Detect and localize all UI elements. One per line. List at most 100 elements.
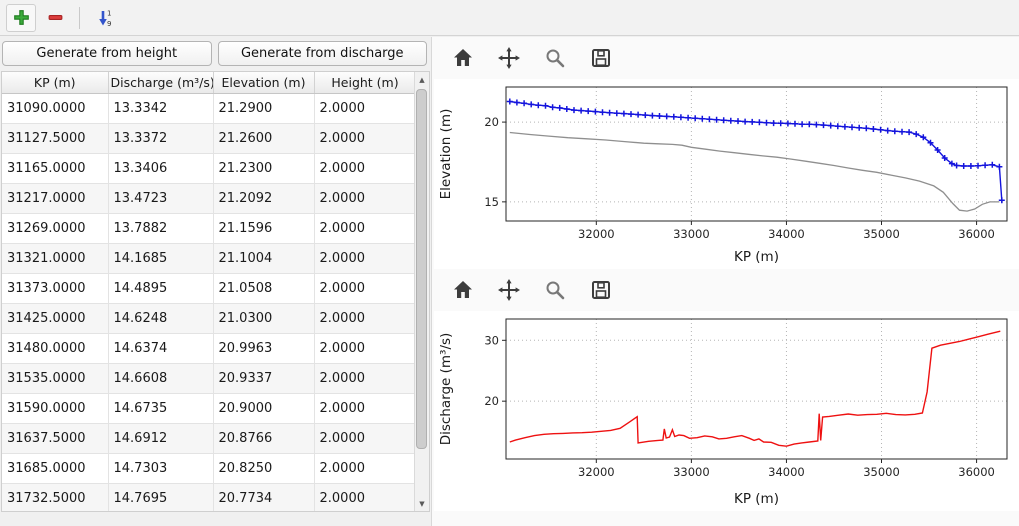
sort-numeric-down-icon: 1 9 [99, 9, 111, 27]
table-cell[interactable]: 31590.0000 [2, 393, 109, 424]
table-cell[interactable]: 14.6248 [108, 303, 214, 334]
svg-text:32000: 32000 [578, 465, 615, 479]
main-toolbar: 1 9 [0, 0, 1019, 36]
table-cell[interactable]: 14.4895 [108, 273, 214, 304]
table-cell[interactable]: 20.7734 [213, 483, 315, 511]
column-header[interactable]: Discharge (m³/s) [108, 72, 214, 94]
svg-text:35000: 35000 [863, 465, 900, 479]
svg-text:34000: 34000 [768, 227, 805, 241]
save-button[interactable] [586, 43, 616, 73]
table-row: 31732.5000 14.7695 20.7734 2.0000 [2, 483, 417, 511]
table-cell[interactable]: 14.1685 [108, 243, 214, 274]
table-cell[interactable]: 31217.0000 [2, 183, 109, 214]
table-cell[interactable]: 2.0000 [314, 153, 417, 184]
table-cell[interactable]: 2.0000 [314, 183, 417, 214]
discharge-chart-canvas[interactable]: 32000 33000 34000 35000 36000 20 30 KP (m) Disch… [434, 311, 1019, 511]
table-cell[interactable]: 2.0000 [314, 303, 417, 334]
magnifier-icon [546, 281, 565, 300]
table-scrollbar[interactable]: ▲ ▼ [414, 72, 429, 511]
save-floppy-icon [592, 281, 610, 299]
table-cell[interactable]: 31535.0000 [2, 363, 109, 394]
table-cell[interactable]: 14.6912 [108, 423, 214, 454]
table-cell[interactable]: 2.0000 [314, 393, 417, 424]
table-cell[interactable]: 14.6608 [108, 363, 214, 394]
pan-button[interactable] [494, 275, 524, 305]
table-cell[interactable]: 2.0000 [314, 243, 417, 274]
table-cell[interactable]: 13.3406 [108, 153, 214, 184]
save-button[interactable] [586, 275, 616, 305]
svg-text:35000: 35000 [863, 227, 900, 241]
pan-button[interactable] [494, 43, 524, 73]
home-icon [454, 49, 472, 66]
table-cell[interactable]: 21.0508 [213, 273, 315, 304]
table-cell[interactable]: 21.0300 [213, 303, 315, 334]
table-cell[interactable]: 20.8250 [213, 453, 315, 484]
table-cell[interactable]: 31425.0000 [2, 303, 109, 334]
table-cell[interactable]: 13.3342 [108, 93, 214, 124]
table-cell[interactable]: 14.6374 [108, 333, 214, 364]
table-cell[interactable]: 31321.0000 [2, 243, 109, 274]
svg-text:9: 9 [107, 20, 111, 27]
scroll-down-button[interactable]: ▼ [419, 499, 425, 508]
table-cell[interactable]: 21.2300 [213, 153, 315, 184]
table-cell[interactable]: 2.0000 [314, 333, 417, 364]
table-cell[interactable]: 13.7882 [108, 213, 214, 244]
remove-row-button[interactable] [40, 4, 70, 32]
table-cell[interactable]: 2.0000 [314, 423, 417, 454]
table-cell[interactable]: 2.0000 [314, 453, 417, 484]
table-cell[interactable]: 31637.5000 [2, 423, 109, 454]
scroll-up-button[interactable]: ▲ [419, 75, 425, 84]
column-header[interactable]: Height (m) [314, 72, 417, 94]
table-cell[interactable]: 31480.0000 [2, 333, 109, 364]
table-cell[interactable]: 31165.0000 [2, 153, 109, 184]
table-cell[interactable]: 2.0000 [314, 363, 417, 394]
home-button[interactable] [448, 275, 478, 305]
table-row: 31269.0000 13.7882 21.1596 2.0000 [2, 213, 417, 244]
generate-from-discharge-button[interactable]: Generate from discharge [217, 41, 427, 66]
column-header[interactable]: Elevation (m) [213, 72, 315, 94]
table-cell[interactable]: 2.0000 [314, 483, 417, 511]
table-cell[interactable]: 2.0000 [314, 273, 417, 304]
svg-text:36000: 36000 [958, 227, 995, 241]
table-cell[interactable]: 31732.5000 [2, 483, 109, 511]
table-cell[interactable]: 20.9337 [213, 363, 315, 394]
table-cell[interactable]: 20.8766 [213, 423, 315, 454]
table-cell[interactable]: 21.2600 [213, 123, 315, 154]
table: KP (m) Discharge (m³/s) Elevation (m) Heigh… [2, 72, 417, 511]
zoom-button[interactable] [540, 43, 570, 73]
table-cell[interactable]: 14.6735 [108, 393, 214, 424]
table-cell[interactable]: 13.3372 [108, 123, 214, 154]
sort-rows-button[interactable]: 1 9 [89, 4, 119, 32]
table-cell[interactable]: 31685.0000 [2, 453, 109, 484]
elevation-chart-panel: 32000 33000 34000 35000 36000 15 20 KP (m) Eleva… [432, 37, 1019, 269]
table-cell[interactable]: 21.1004 [213, 243, 315, 274]
table-cell[interactable]: 21.1596 [213, 213, 315, 244]
table-cell[interactable]: 20.9000 [213, 393, 315, 424]
table-cell[interactable]: 21.2900 [213, 93, 315, 124]
table-cell[interactable]: 31373.0000 [2, 273, 109, 304]
table-row: 31637.5000 14.6912 20.8766 2.0000 [2, 423, 417, 454]
save-floppy-icon [592, 49, 610, 67]
table-cell[interactable]: 31090.0000 [2, 93, 109, 124]
table-cell[interactable]: 14.7303 [108, 453, 214, 484]
scrollbar-handle[interactable] [416, 89, 427, 449]
zoom-button[interactable] [540, 275, 570, 305]
table-cell[interactable]: 31269.0000 [2, 213, 109, 244]
column-header[interactable]: KP (m) [2, 72, 109, 94]
add-row-button[interactable] [6, 3, 36, 32]
table-cell[interactable]: 2.0000 [314, 93, 417, 124]
table-cell[interactable]: 13.4723 [108, 183, 214, 214]
home-button[interactable] [448, 43, 478, 73]
table-cell[interactable]: 21.2092 [213, 183, 315, 214]
table-cell[interactable]: 2.0000 [314, 123, 417, 154]
elevation-chart-canvas[interactable]: 32000 33000 34000 35000 36000 15 20 KP (m) Eleva… [434, 79, 1019, 269]
table-cell[interactable]: 14.7695 [108, 483, 214, 511]
plus-icon [13, 10, 29, 25]
generate-from-height-button[interactable]: Generate from height [2, 41, 212, 66]
svg-text:Discharge (m³/s): Discharge (m³/s) [438, 333, 454, 446]
table-cell[interactable]: 2.0000 [314, 213, 417, 244]
table-cell[interactable]: 20.9963 [213, 333, 315, 364]
magnifier-icon [546, 49, 565, 68]
table-row: 31685.0000 14.7303 20.8250 2.0000 [2, 453, 417, 484]
table-cell[interactable]: 31127.5000 [2, 123, 109, 154]
